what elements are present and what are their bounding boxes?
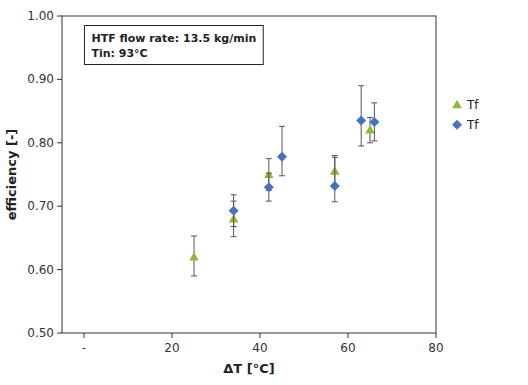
error-bar-cap <box>332 201 338 202</box>
legend-marker <box>452 120 462 130</box>
error-bar-cap <box>266 173 272 174</box>
error-bar-cap <box>191 235 197 236</box>
x-tick-label: 80 <box>428 341 443 355</box>
x-axis-label: ΔT [°C] <box>223 361 274 376</box>
error-bar-cap <box>231 194 237 195</box>
error-bar-cap <box>332 157 338 158</box>
error-bar-cap <box>358 85 364 86</box>
error-bar-cap <box>266 201 272 202</box>
chart: - 20 40 60 80 0.50 0.60 0.70 0.80 0.90 1.00 ΔT [°C]… <box>0 0 528 385</box>
error-bar-cap <box>279 126 285 127</box>
point <box>277 152 287 162</box>
error-bar-cap <box>367 117 373 118</box>
legend-label: Tf <box>466 118 479 132</box>
error-bar-cap <box>279 175 285 176</box>
x-tick-label: 20 <box>164 341 179 355</box>
x-tick-label: 40 <box>252 341 267 355</box>
point <box>229 206 239 216</box>
point <box>330 181 340 191</box>
x-tick <box>84 333 85 338</box>
marks <box>189 86 379 276</box>
legend-label: Tf <box>466 98 479 112</box>
y-tick <box>57 79 62 80</box>
error-bar-cap <box>231 226 237 227</box>
error-bar-cap <box>332 155 338 156</box>
y-tick-label: 0.50 <box>27 326 54 340</box>
error-bar-cap <box>358 145 364 146</box>
error-bar-cap <box>371 102 377 103</box>
error-bar-stem <box>282 126 283 175</box>
annotation-box <box>84 26 263 65</box>
error-bar-cap <box>191 275 197 276</box>
y-tick <box>57 333 62 334</box>
x-tick <box>172 333 173 338</box>
x-tick-label: - <box>82 341 86 355</box>
error-bar <box>332 157 338 201</box>
y-tick-label: 1.00 <box>27 9 54 23</box>
y-tick <box>57 142 62 143</box>
error-bar-cap <box>367 142 373 143</box>
y-tick <box>57 16 62 17</box>
y-tick-label: 0.90 <box>27 72 54 86</box>
point <box>365 125 375 133</box>
point <box>356 116 366 126</box>
series <box>189 117 375 276</box>
error-bar-cap <box>371 140 377 141</box>
error-bar <box>279 126 285 175</box>
x-tick <box>436 333 437 338</box>
point <box>264 182 274 192</box>
annotation-text: Tin: 93°C <box>91 47 147 60</box>
x-tick <box>260 333 261 338</box>
x-tick <box>348 333 349 338</box>
y-tick-label: 0.70 <box>27 199 54 213</box>
y-axis-label: efficiency [-] <box>4 129 19 221</box>
y-tick-label: 0.60 <box>27 263 54 277</box>
annotation: HTF flow rate: 13.5 kg/min Tin: 93°C <box>84 26 263 65</box>
annotation-text: HTF flow rate: 13.5 kg/min <box>91 32 256 45</box>
point <box>369 117 379 127</box>
error-bar-cap <box>231 236 237 237</box>
legend: Tf Tf <box>452 98 479 132</box>
plot-frame <box>62 16 436 333</box>
error-bar-cap <box>266 158 272 159</box>
x-tick-label: 60 <box>340 341 355 355</box>
error-bar-stem <box>334 157 335 201</box>
y-tick <box>57 269 62 270</box>
legend-marker <box>452 100 462 109</box>
series <box>229 86 380 227</box>
y-tick <box>57 206 62 207</box>
y-tick-label: 0.80 <box>27 136 54 150</box>
point <box>189 252 199 261</box>
